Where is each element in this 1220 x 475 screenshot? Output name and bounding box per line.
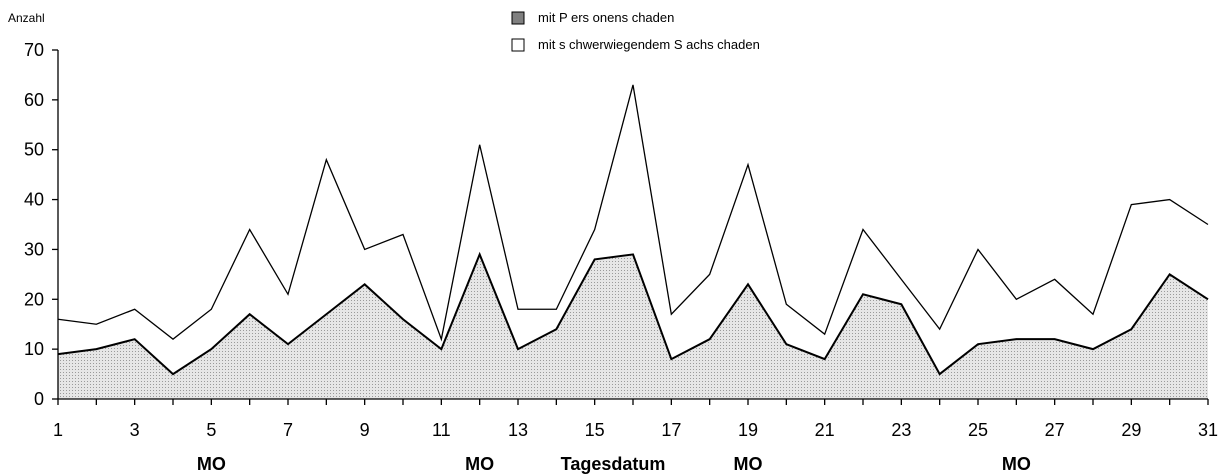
- x-tick-label: 5: [206, 420, 216, 440]
- x-tick-label: 19: [738, 420, 758, 440]
- legend-swatch-sachschaden: [511, 38, 525, 52]
- y-tick-label: 40: [24, 190, 44, 210]
- x-tick-label: 3: [130, 420, 140, 440]
- y-tick-label: 30: [24, 239, 44, 259]
- monday-annotation: MO: [734, 454, 763, 474]
- monday-annotation: MO: [465, 454, 494, 474]
- x-axis-label: Tagesdatum: [561, 454, 666, 474]
- x-tick-label: 29: [1121, 420, 1141, 440]
- x-tick-label: 31: [1198, 420, 1218, 440]
- line-personenschaden: [57, 251, 1209, 376]
- y-tick-label: 70: [24, 40, 44, 60]
- legend-label-personenschaden: mit P ers onens chaden: [538, 10, 674, 25]
- y-tick-label: 10: [24, 339, 44, 359]
- y-tick-label: 20: [24, 289, 44, 309]
- x-tick-label: 23: [891, 420, 911, 440]
- y-tick-label: 0: [34, 389, 44, 409]
- y-tick-label: 50: [24, 140, 44, 160]
- x-tick-label: 7: [283, 420, 293, 440]
- x-tick-label: 21: [815, 420, 835, 440]
- x-ticks: 1 3 5 7 9 11 13 15 17 19 21 23 25 27 29 31: [53, 399, 1218, 440]
- x-tick-label: 11: [432, 420, 451, 440]
- x-tick-label: 13: [508, 420, 528, 440]
- area-personenschaden: [58, 254, 1208, 399]
- x-tick-label: 15: [585, 420, 605, 440]
- y-tick-label: 60: [24, 90, 44, 110]
- x-tick-label: 1: [53, 420, 63, 440]
- x-tick-label: 25: [968, 420, 988, 440]
- legend-swatch-personenschaden: [511, 11, 525, 25]
- x-tick-label: 9: [360, 420, 370, 440]
- y-ticks: 0 10 20 30 40 50 60 70: [24, 40, 58, 409]
- legend-label-sachschaden: mit s chwerwiegendem S achs chaden: [538, 37, 760, 52]
- x-tick-label: 27: [1045, 420, 1065, 440]
- y-axis-label: Anzahl: [8, 11, 45, 25]
- legend: mit P ers onens chaden mit s chwerwiegen…: [511, 10, 760, 52]
- monday-annotation: MO: [197, 454, 226, 474]
- chart-areas: [57, 84, 1209, 400]
- x-tick-label: 17: [661, 420, 681, 440]
- line-sachschaden: [57, 84, 1209, 342]
- weekday-annotations: MO MO MO MO: [197, 454, 1031, 474]
- monday-annotation: MO: [1002, 454, 1031, 474]
